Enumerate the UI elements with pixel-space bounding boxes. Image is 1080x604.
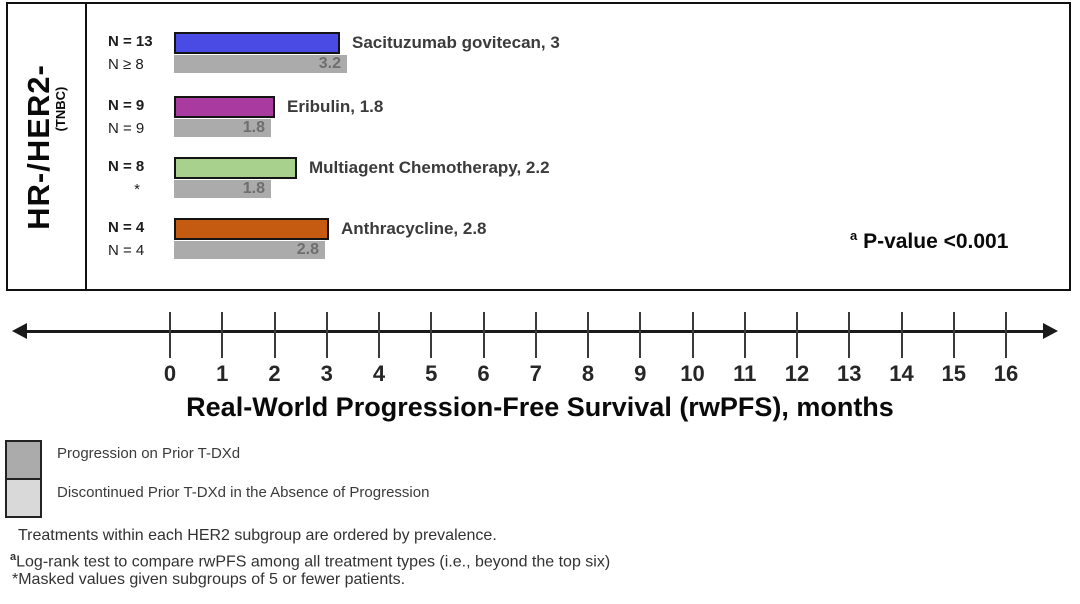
axis-tick <box>273 312 276 358</box>
pvalue-annotation: a P-value <0.001 <box>850 228 1008 254</box>
treatment-bar <box>174 32 340 54</box>
prior-tdxd-bar: 1.8 <box>174 180 271 198</box>
axis-tick-label: 8 <box>581 361 595 386</box>
treatment-label: Anthracycline, 2.8 <box>341 219 487 238</box>
axis-tick-label: 15 <box>941 361 966 386</box>
treatment-label: Sacituzumab govitecan, 3 <box>352 33 560 52</box>
footnote-masked: *Masked values given subgroups of 5 or f… <box>12 571 406 588</box>
legend-label-progression: Progression on Prior T-DXd <box>57 445 241 462</box>
treatment-bar <box>174 218 329 240</box>
axis-tick <box>482 312 485 358</box>
footnote-logrank: aLog-rank test to compare rwPFS among al… <box>10 548 610 571</box>
n-label-colored: N = 4 <box>108 219 145 236</box>
treatment-label: Eribulin, 1.8 <box>287 97 384 116</box>
axis-tick-label: 16 <box>993 361 1019 386</box>
treatment-bar <box>174 157 297 179</box>
axis-tick <box>221 312 224 358</box>
axis-tick-label: 11 <box>733 361 757 386</box>
treatment-label: Multiagent Chemotherapy, 2.2 <box>309 158 550 177</box>
n-label-gray: N = 4 <box>108 242 145 259</box>
axis-tick-label: 4 <box>372 361 386 386</box>
x-axis-title: Real-World Progression-Free Survival (rw… <box>186 392 894 422</box>
axis-tick <box>587 312 589 358</box>
axis-tick <box>796 312 798 358</box>
n-label-gray: N = 9 <box>108 120 145 137</box>
axis-arrowhead-right-icon <box>1043 323 1058 339</box>
axis-tick-label: 6 <box>477 361 490 386</box>
axis-tick-label: 13 <box>837 361 862 386</box>
footnote-logrank-superscript: a <box>10 551 17 563</box>
prior-tdxd-bar: 3.2 <box>174 55 347 73</box>
axis-tick <box>900 312 903 358</box>
prior-tdxd-bar: 2.8 <box>174 241 325 259</box>
axis-tick-label: 12 <box>784 361 810 386</box>
axis-tick <box>743 312 746 358</box>
axis-tick-label: 7 <box>529 361 542 386</box>
footnote-logrank-text: Log-rank test to compare rwPFS among all… <box>16 553 611 571</box>
axis-tick <box>691 312 694 358</box>
group-axis-label: HR-/HER2- (TNBC) <box>21 63 68 230</box>
axis-tick-label: 1 <box>216 361 229 386</box>
panel-divider-line <box>85 2 87 291</box>
axis-tick <box>848 312 851 358</box>
axis-arrowhead-left-icon <box>12 323 27 339</box>
axis-tick <box>952 312 955 358</box>
n-label-gray: * <box>134 181 140 198</box>
axis-tick <box>430 312 433 358</box>
axis-tick <box>1005 312 1007 358</box>
group-sublabel-text: (TNBC) <box>53 86 69 131</box>
n-label-colored: N = 13 <box>108 33 153 50</box>
legend-swatch-divider <box>7 478 40 480</box>
n-label-colored: N = 8 <box>108 158 145 175</box>
axis-tick-label: 14 <box>889 361 914 386</box>
axis-tick-label: 3 <box>320 361 333 386</box>
axis-tick <box>534 312 537 358</box>
group-label-text: HR-/HER2- <box>21 63 57 230</box>
axis-tick-label: 0 <box>163 361 177 386</box>
footnote-ordering: Treatments within each HER2 subgroup are… <box>18 527 497 544</box>
axis-tick <box>639 312 642 358</box>
axis-tick-label: 5 <box>425 361 438 386</box>
legend-swatch-discontinued <box>7 480 40 516</box>
n-label-gray: N ≥ 8 <box>108 56 144 73</box>
legend-label-discontinued: Discontinued Prior T-DXd in the Absence … <box>57 484 430 501</box>
legend-swatch <box>5 440 42 518</box>
axis-tick <box>325 312 328 358</box>
axis-tick-label: 9 <box>634 361 647 386</box>
prior-tdxd-bar: 1.8 <box>174 119 271 137</box>
axis-tick <box>169 312 171 358</box>
axis-tick-label: 2 <box>268 361 281 386</box>
group-label-cell: HR-/HER2- (TNBC) <box>6 2 86 291</box>
axis-tick <box>378 312 380 358</box>
n-label-colored: N = 9 <box>108 97 145 114</box>
axis-tick-label: 10 <box>680 361 705 386</box>
pvalue-text: P-value <0.001 <box>857 230 1009 253</box>
pvalue-superscript: a <box>850 228 858 243</box>
treatment-bar <box>174 96 275 118</box>
legend-swatch-progression <box>7 442 40 478</box>
